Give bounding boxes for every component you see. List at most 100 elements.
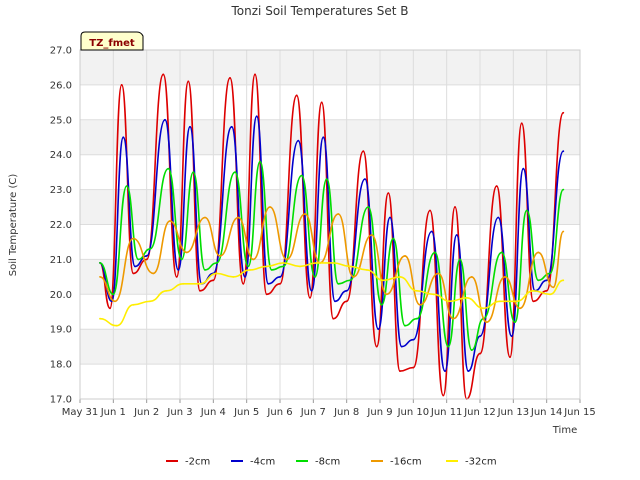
data-point — [509, 356, 511, 358]
data-point — [187, 80, 190, 83]
data-point — [247, 265, 250, 268]
data-point — [252, 258, 255, 261]
data-point — [259, 160, 261, 163]
data-point — [125, 185, 128, 188]
data-point — [500, 251, 503, 254]
legend-item: -32cm — [446, 457, 497, 468]
data-point — [345, 289, 348, 292]
y-tick-label: 17.0 — [50, 395, 72, 406]
data-point — [562, 279, 565, 282]
legend-label: -16cm — [390, 457, 422, 468]
data-point — [562, 150, 565, 153]
data-point — [385, 293, 388, 296]
data-point — [325, 178, 328, 181]
data-point — [182, 282, 185, 285]
legend-label: -8cm — [315, 457, 340, 468]
data-point — [237, 216, 240, 219]
legend-label: -4cm — [250, 457, 275, 468]
data-point — [120, 84, 123, 86]
data-point — [332, 317, 335, 320]
data-point — [415, 317, 418, 320]
data-point — [215, 262, 218, 264]
data-point — [115, 324, 118, 327]
data-point — [310, 289, 313, 292]
x-tick-label: Jun 1 — [100, 407, 126, 418]
data-point — [437, 272, 440, 275]
data-point — [192, 171, 195, 174]
data-point — [537, 279, 540, 282]
legend-item: -4cm — [231, 457, 275, 468]
data-point — [525, 209, 528, 212]
data-point — [232, 276, 235, 278]
data-point — [99, 262, 101, 264]
data-point — [242, 282, 245, 285]
x-tick-label: Jun 2 — [133, 407, 159, 418]
data-point — [470, 276, 473, 278]
data-point — [167, 167, 170, 170]
legend-item: -2cm — [166, 457, 210, 468]
legend-item: -8cm — [296, 457, 340, 468]
data-point — [215, 272, 218, 275]
data-point — [244, 276, 246, 278]
data-point — [404, 255, 406, 257]
data-point — [349, 279, 351, 282]
data-point — [114, 300, 116, 303]
legend-label: -32cm — [465, 457, 497, 468]
data-point — [300, 174, 303, 177]
y-tick-label: 24.0 — [50, 150, 72, 161]
x-tick-label: Jun 8 — [333, 407, 359, 418]
x-tick-label: Jun 14 — [530, 407, 563, 418]
y-tick-label: 25.0 — [50, 115, 72, 126]
data-point — [434, 251, 436, 254]
data-point — [180, 258, 183, 261]
series-lines — [99, 73, 565, 400]
legend: -2cm -4cm -8cm -16cm -32cm — [166, 457, 497, 468]
plot-band — [80, 50, 580, 85]
data-point — [309, 296, 311, 299]
data-point — [399, 370, 401, 372]
data-point — [442, 394, 445, 397]
data-point — [297, 139, 300, 142]
data-point — [149, 248, 151, 250]
y-tick-label: 22.0 — [50, 220, 72, 231]
data-point — [470, 349, 473, 351]
data-point — [315, 262, 318, 264]
axes: 17.0 18.0 19.0 20.0 21.0 22.0 23.0 24.0 25.0 26.0… — [50, 46, 596, 419]
data-point — [415, 289, 418, 292]
data-point — [175, 276, 178, 278]
data-point — [364, 178, 366, 181]
data-point — [537, 251, 540, 254]
x-tick-label: Jun 15 — [563, 407, 596, 418]
x-tick-label: Jun 13 — [497, 407, 530, 418]
data-point — [185, 251, 188, 254]
data-point — [99, 317, 101, 320]
data-point — [162, 73, 165, 76]
data-point — [412, 366, 415, 369]
data-point — [99, 276, 101, 278]
data-point — [549, 272, 551, 275]
data-point — [459, 258, 461, 261]
data-point — [282, 265, 285, 268]
data-point — [212, 279, 215, 282]
data-point — [145, 258, 148, 261]
x-tick-label: Jun 10 — [397, 407, 430, 418]
data-point — [382, 279, 385, 282]
data-point — [377, 328, 380, 331]
data-point — [229, 77, 231, 79]
data-point — [109, 307, 111, 310]
data-point — [452, 317, 455, 320]
x-axis-label: Time — [552, 425, 577, 436]
data-point — [189, 125, 191, 128]
site-tag-label: TZ_fmet — [89, 38, 135, 49]
y-tick-label: 27.0 — [50, 46, 72, 57]
plot-band — [80, 119, 580, 155]
data-point — [295, 94, 298, 97]
data-point — [392, 237, 395, 240]
data-point — [454, 206, 456, 208]
y-tick-label: 20.0 — [50, 290, 72, 301]
data-point — [514, 321, 516, 324]
data-point — [562, 111, 565, 114]
data-point — [455, 234, 458, 236]
data-point — [230, 125, 233, 128]
